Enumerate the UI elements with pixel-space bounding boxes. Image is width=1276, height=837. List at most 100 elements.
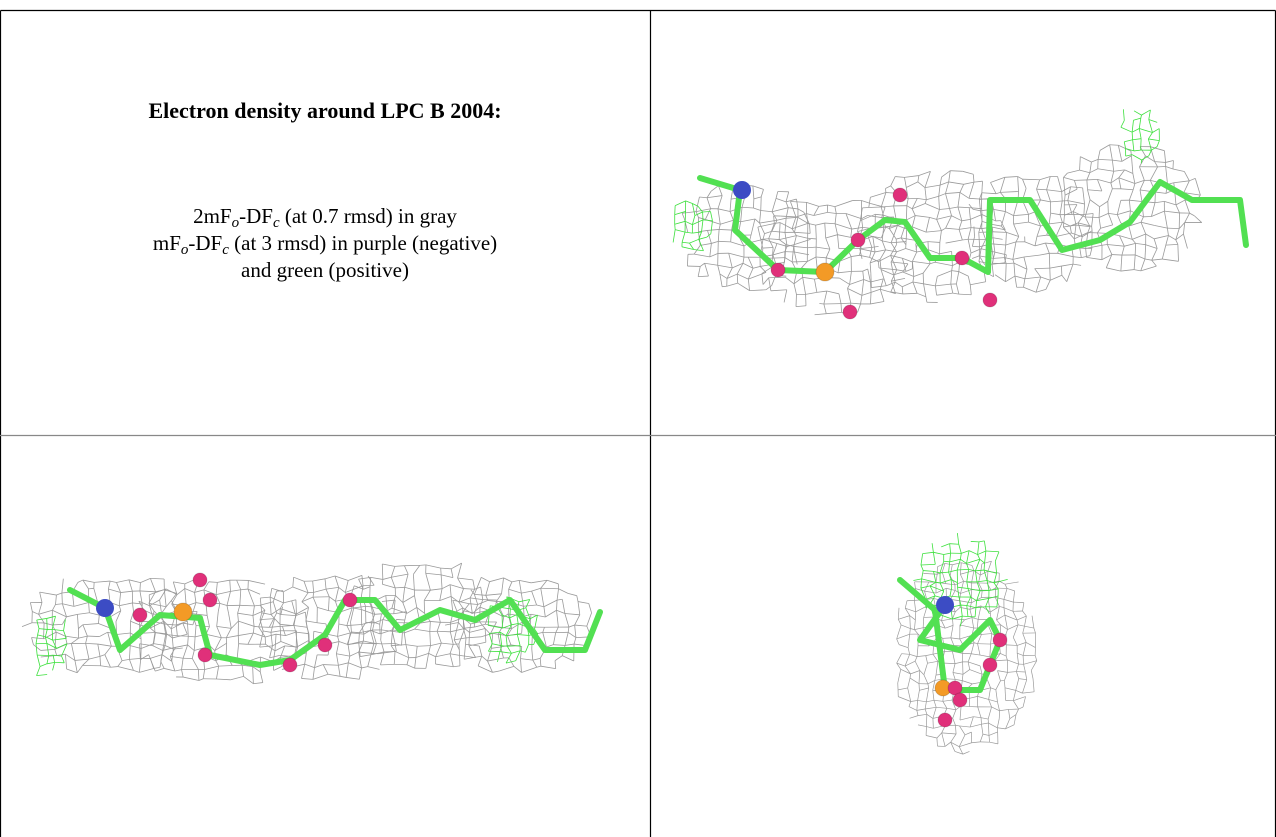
density-mesh [166,600,171,606]
density-mesh [531,580,547,583]
density-mesh [1168,235,1175,239]
density-mesh [774,223,780,224]
density-mesh [426,573,441,575]
density-mesh [1139,156,1145,167]
density-mesh [1004,608,1013,612]
density-mesh [862,292,871,295]
density-mesh [718,265,733,268]
density-mesh [1013,690,1015,700]
density-mesh [718,196,722,209]
density-mesh [970,282,985,285]
density-mesh [769,239,780,240]
density-mesh [980,564,982,575]
density-mesh [1006,276,1015,282]
density-mesh [348,663,361,668]
density-mesh [886,227,890,228]
density-mesh [941,544,949,547]
density-mesh [396,619,404,620]
density-mesh [1034,628,1036,633]
density-mesh [898,669,901,683]
density-mesh [171,629,172,638]
density-mesh [891,262,894,275]
density-mesh [926,654,933,655]
density-mesh [923,552,934,553]
density-mesh [565,644,574,645]
density-mesh [62,656,65,663]
density-mesh [37,675,48,676]
density-mesh [970,285,971,295]
density-mesh [328,597,329,611]
density-mesh [972,237,974,247]
density-mesh [959,228,971,230]
density-mesh [992,264,993,276]
density-mesh [851,303,861,304]
density-mesh [975,570,984,571]
density-mesh [1005,688,1006,701]
density-mesh [44,623,52,625]
density-mesh [520,647,521,659]
density-mesh [1018,625,1024,626]
density-mesh [1036,277,1041,292]
density-mesh [995,275,1005,282]
table-borders [0,11,1276,837]
density-mesh [313,579,325,581]
density-mesh [990,742,998,744]
density-mesh [1121,255,1122,271]
density-mesh [981,723,988,724]
density-mesh [1025,242,1035,246]
density-mesh [1026,642,1035,647]
density-mesh [707,196,722,198]
density-mesh [881,206,893,207]
density-mesh [981,634,991,635]
density-mesh [1136,243,1146,244]
density-mesh [1016,679,1019,691]
density-mesh [1111,183,1113,189]
density-mesh [711,241,718,243]
density-mesh [314,589,326,592]
density-mesh [1019,679,1027,680]
density-mesh [1014,222,1029,224]
density-mesh [55,649,57,655]
density-mesh [510,609,511,618]
density-mesh [779,223,780,240]
density-mesh [967,551,970,564]
density-mesh [1195,178,1200,195]
density-mesh [960,717,973,720]
density-mesh [52,629,63,630]
density-mesh [785,277,794,284]
density-mesh [986,598,989,606]
density-mesh [271,615,275,619]
density-mesh [1005,582,1019,584]
density-mesh [89,602,90,612]
density-mesh [67,669,78,673]
density-mesh [1176,200,1185,205]
density-mesh [238,613,253,615]
density-mesh [37,666,41,675]
density-mesh [979,541,984,542]
density-mesh [395,566,405,567]
density-mesh [416,653,429,657]
density-mesh [975,608,976,617]
atom [198,648,212,662]
density-mesh [898,616,910,620]
density-mesh [1133,118,1140,120]
density-mesh [1005,177,1018,178]
density-mesh [851,255,859,256]
density-mesh [575,625,587,626]
density-mesh [33,645,40,651]
density-mesh [36,644,37,655]
density-mesh [1007,660,1018,664]
density-mesh [575,615,580,625]
density-mesh [105,655,111,668]
density-mesh [507,646,511,653]
density-mesh [915,216,929,218]
density-mesh [719,224,720,229]
density-mesh [875,250,886,252]
density-mesh [839,294,841,304]
density-mesh [968,276,970,285]
density-mesh [696,209,711,212]
density-mesh [751,219,755,235]
density-mesh [543,627,545,632]
density-mesh [521,593,523,606]
density-mesh [1073,205,1077,212]
